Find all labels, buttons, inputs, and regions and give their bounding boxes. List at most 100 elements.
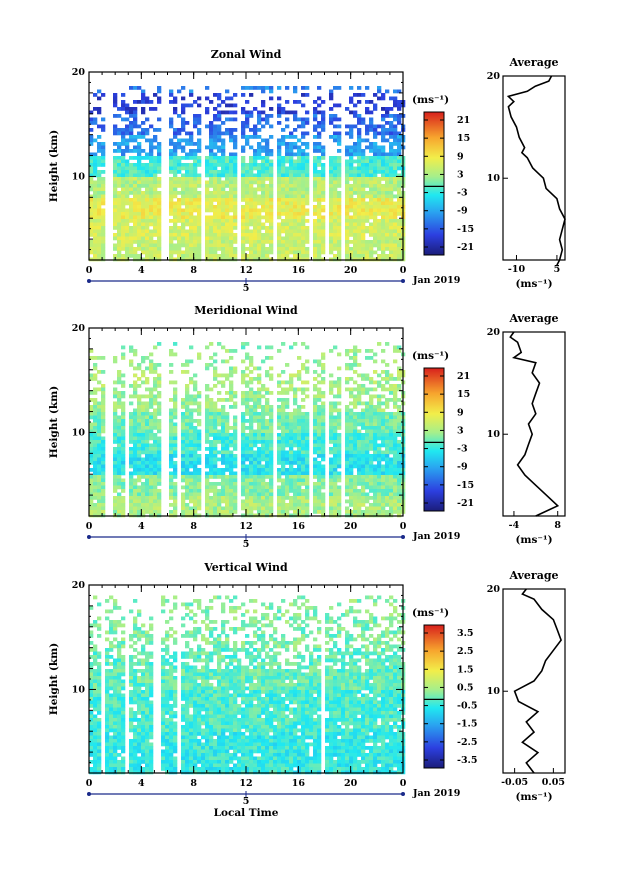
heatmap-cell	[333, 433, 338, 437]
heatmap-cell	[141, 433, 146, 437]
heatmap-cell	[269, 107, 274, 111]
heatmap-cell	[277, 159, 282, 164]
heatmap-cell	[117, 482, 122, 486]
heatmap-cell	[301, 142, 306, 146]
heatmap-cell	[369, 380, 374, 385]
heatmap-cell	[353, 433, 358, 437]
heatmap-cell	[101, 229, 106, 234]
heatmap-cell	[321, 377, 326, 381]
heatmap-cell	[353, 198, 358, 202]
heatmap-cell	[225, 419, 230, 423]
heatmap-cell	[113, 247, 118, 251]
heatmap-cell	[169, 124, 174, 129]
heatmap-cell	[393, 170, 398, 174]
heatmap-cell	[301, 156, 306, 160]
heatmap-cell	[277, 398, 282, 402]
heatmap-cell	[345, 226, 350, 230]
heatmap-cell	[257, 492, 262, 497]
heatmap-cell	[221, 205, 226, 209]
heatmap-cell	[361, 454, 366, 458]
heatmap-cell	[357, 208, 362, 213]
heatmap-cell	[153, 412, 158, 416]
heatmap-cell	[285, 170, 290, 174]
heatmap-cell	[313, 370, 318, 374]
heatmap-cell	[305, 457, 310, 462]
heatmap-cell	[189, 219, 194, 223]
heatmap-cell	[197, 436, 202, 441]
heatmap-cell	[353, 394, 358, 399]
heatmap-cell	[205, 384, 210, 388]
heatmap-cell	[365, 243, 370, 248]
heatmap-cell	[313, 419, 318, 423]
heatmap-cell	[317, 103, 322, 108]
heatmap-cell	[257, 184, 262, 188]
heatmap-cell	[277, 187, 282, 192]
heatmap-cell	[245, 117, 250, 122]
heatmap-cell	[381, 205, 386, 209]
heatmap-cell	[293, 422, 298, 427]
heatmap-cell	[149, 184, 154, 188]
heatmap-cell	[101, 219, 106, 223]
heatmap-cell	[89, 398, 94, 402]
heatmap-cell	[301, 489, 306, 493]
heatmap-cell	[157, 506, 162, 511]
heatmap-cell	[261, 250, 266, 255]
heatmap-cell	[373, 510, 378, 514]
heatmap-cell	[293, 499, 298, 504]
heatmap-cell	[349, 177, 354, 181]
heatmap-cell	[97, 471, 102, 476]
heatmap-cell	[257, 510, 262, 514]
heatmap-cell	[89, 205, 94, 209]
heatmap-cell	[193, 257, 198, 262]
heatmap-cell	[213, 117, 218, 122]
heatmap-cell	[301, 250, 306, 255]
heatmap-cell	[141, 464, 146, 469]
heatmap-cell	[229, 233, 234, 237]
heatmap-cell	[257, 398, 262, 402]
heatmap-cell	[229, 475, 234, 479]
heatmap-cell	[137, 412, 142, 416]
heatmap-cell	[337, 387, 342, 392]
heatmap-cell	[225, 229, 230, 234]
heatmap-cell	[253, 443, 258, 448]
heatmap-cell	[157, 492, 162, 497]
heatmap-cell	[229, 240, 234, 244]
heatmap-cell	[89, 250, 94, 255]
heatmap-cell	[89, 468, 94, 472]
heatmap-cell	[333, 499, 338, 504]
heatmap-cell	[141, 110, 146, 115]
heatmap-cell	[285, 184, 290, 188]
heatmap-cell	[197, 159, 202, 164]
heatmap-cell	[293, 215, 298, 220]
heatmap-cell	[305, 145, 310, 150]
heatmap-cell	[221, 212, 226, 216]
heatmap-cell	[377, 433, 382, 437]
heatmap-cell	[241, 177, 246, 181]
heatmap-cell	[277, 373, 282, 378]
heatmap-cell	[129, 215, 134, 220]
heatmap-cell	[217, 212, 222, 216]
heatmap-cell	[285, 489, 290, 493]
heatmap-cell	[321, 180, 326, 185]
heatmap-cell	[397, 226, 402, 230]
heatmap-cell	[281, 226, 286, 230]
heatmap-cell	[249, 222, 254, 227]
heatmap-cell	[269, 373, 274, 378]
heatmap-cell	[189, 394, 194, 399]
heatmap-cell	[289, 236, 294, 241]
heatmap-cell	[317, 443, 322, 448]
heatmap-cell	[217, 254, 222, 258]
heatmap-cell	[365, 373, 370, 378]
heatmap-cell	[321, 429, 326, 434]
heatmap-cell	[321, 415, 326, 420]
heatmap-cell	[129, 436, 134, 441]
heatmap-cell	[129, 247, 134, 251]
heatmap-cell	[213, 135, 218, 139]
heatmap-cell	[93, 475, 98, 479]
heatmap-cell	[349, 471, 354, 476]
heatmap-cell	[213, 433, 218, 437]
heatmap-cells	[89, 86, 406, 262]
heatmap-cell	[329, 121, 334, 125]
heatmap-cell	[321, 121, 326, 125]
heatmap-cell	[181, 191, 186, 195]
